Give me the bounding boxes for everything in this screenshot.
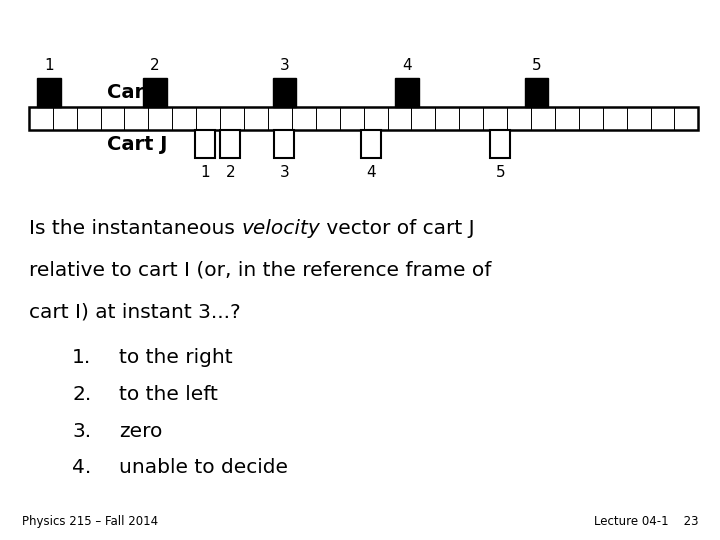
Text: (or, in the reference frame of: (or, in the reference frame of — [190, 261, 491, 280]
Text: Is the instantaneous: Is the instantaneous — [29, 219, 241, 238]
Bar — [490, 130, 510, 158]
Bar — [272, 78, 297, 107]
Text: 3: 3 — [279, 58, 289, 73]
Bar — [387, 107, 411, 130]
Bar — [411, 107, 436, 130]
Text: Cart J: Cart J — [107, 134, 167, 154]
Bar — [37, 78, 60, 107]
Text: 3: 3 — [279, 165, 289, 180]
Text: unable to decide: unable to decide — [119, 458, 288, 477]
Bar — [29, 107, 53, 130]
Bar — [340, 107, 364, 130]
Text: 1: 1 — [44, 58, 54, 73]
Bar — [101, 107, 125, 130]
Bar — [195, 130, 215, 158]
Text: relative to cart: relative to cart — [29, 261, 184, 280]
Bar — [292, 107, 316, 130]
Bar — [524, 78, 549, 107]
Bar — [603, 107, 626, 130]
Bar — [274, 130, 294, 158]
Bar — [268, 107, 292, 130]
Text: Physics 215 – Fall 2014: Physics 215 – Fall 2014 — [22, 515, 158, 528]
Bar — [651, 107, 675, 130]
Text: to the right: to the right — [119, 348, 233, 367]
Text: Lecture 04-1    23: Lecture 04-1 23 — [594, 515, 698, 528]
Bar — [483, 107, 507, 130]
Bar — [316, 107, 340, 130]
Bar — [364, 107, 387, 130]
Text: 1: 1 — [200, 165, 210, 180]
Text: 4: 4 — [366, 165, 376, 180]
Text: 2: 2 — [150, 58, 160, 73]
Bar — [395, 78, 419, 107]
Text: to the left: to the left — [119, 385, 217, 404]
Bar — [76, 107, 101, 130]
Text: 3.: 3. — [72, 422, 91, 441]
Text: 5: 5 — [531, 58, 541, 73]
Bar — [579, 107, 603, 130]
Bar — [675, 107, 698, 130]
Bar — [220, 130, 240, 158]
Bar — [220, 107, 244, 130]
Text: I: I — [184, 261, 190, 280]
Bar — [361, 130, 381, 158]
Bar — [53, 107, 76, 130]
Text: 1.: 1. — [72, 348, 91, 367]
Bar — [143, 78, 167, 107]
Bar — [244, 107, 268, 130]
Text: 5: 5 — [495, 165, 505, 180]
Bar — [459, 107, 483, 130]
Text: velocity: velocity — [241, 219, 320, 238]
Text: 2.: 2. — [72, 385, 91, 404]
Text: zero: zero — [119, 422, 162, 441]
Bar — [436, 107, 459, 130]
Bar — [148, 107, 172, 130]
Text: 4.: 4. — [72, 458, 91, 477]
Bar — [555, 107, 579, 130]
Text: 2: 2 — [225, 165, 235, 180]
Text: ) at instant 3...?: ) at instant 3...? — [81, 303, 240, 322]
Bar — [507, 107, 531, 130]
Text: 4: 4 — [402, 58, 412, 73]
Text: I: I — [75, 303, 81, 322]
Bar — [531, 107, 555, 130]
Bar — [172, 107, 196, 130]
Bar — [125, 107, 148, 130]
Bar — [29, 107, 698, 130]
Bar — [196, 107, 220, 130]
Text: Cart I: Cart I — [107, 83, 167, 102]
Text: cart: cart — [29, 303, 75, 322]
Text: vector of cart J: vector of cart J — [320, 219, 474, 238]
Bar — [626, 107, 651, 130]
